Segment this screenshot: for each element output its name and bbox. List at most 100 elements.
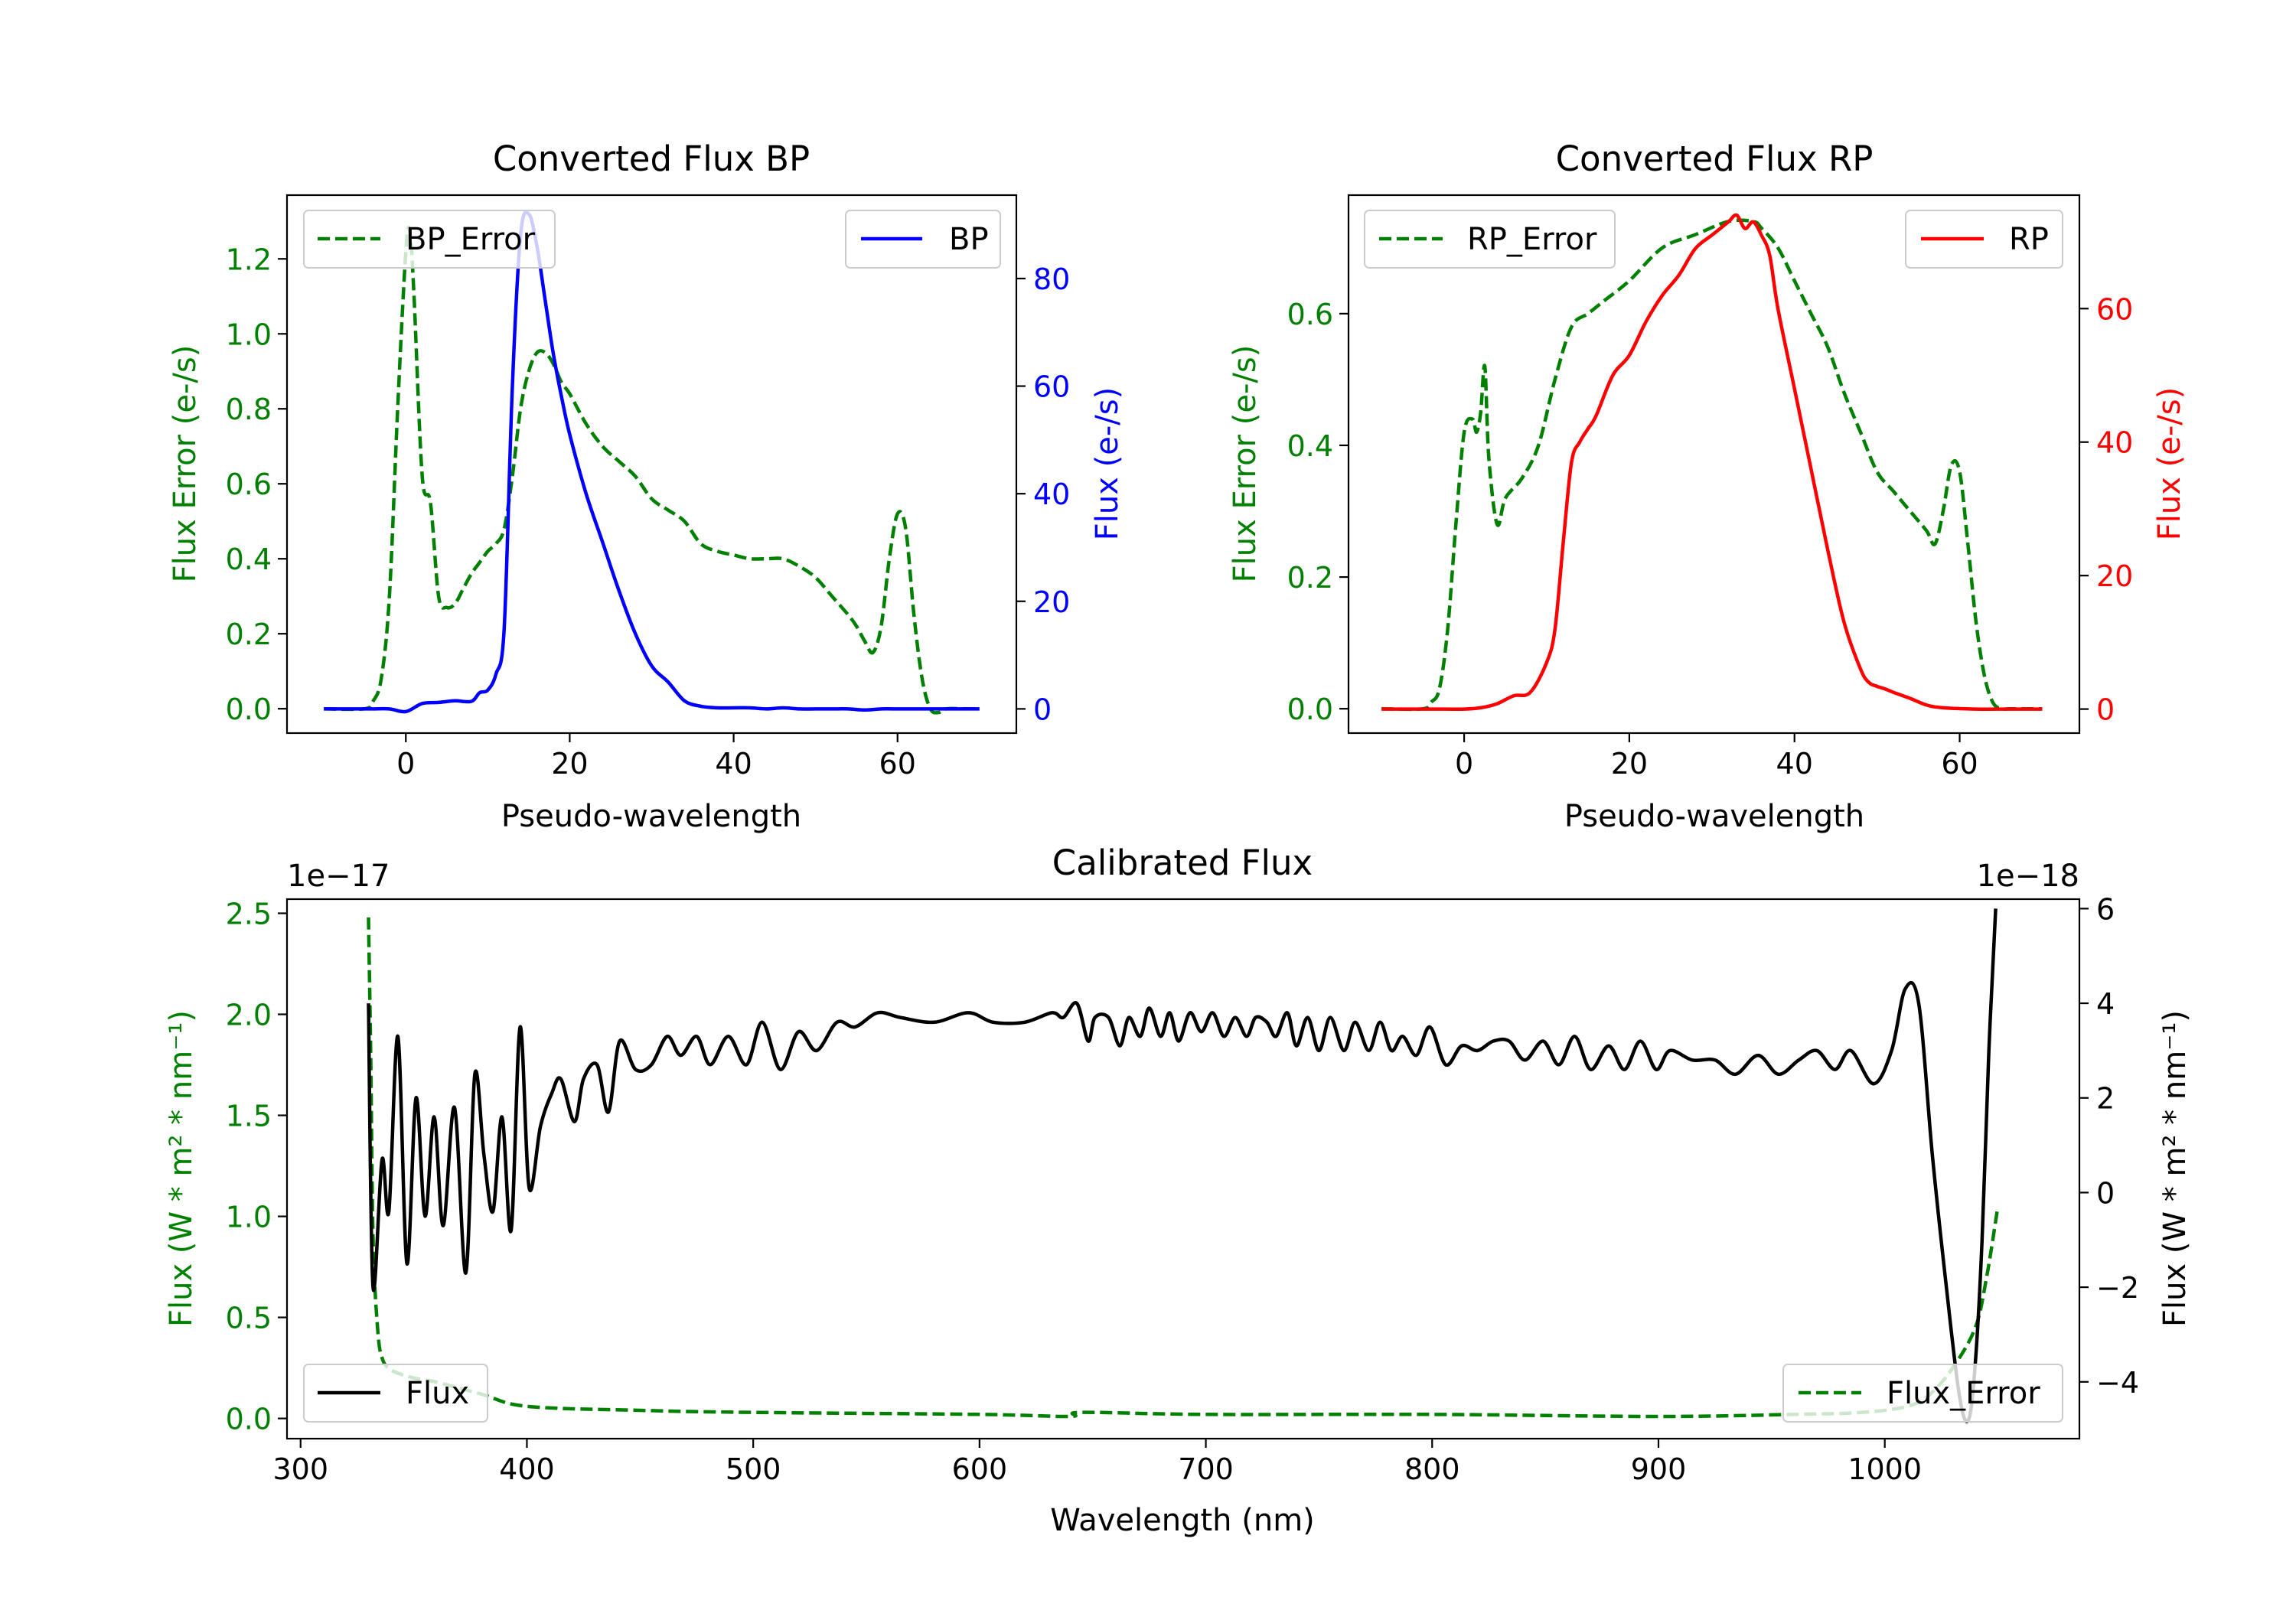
bp-rtick-label: 20 [1033, 585, 1070, 619]
rp-xtick-label: 60 [1941, 747, 1978, 781]
bp-xtick-label: 60 [879, 747, 916, 781]
bp-right-ticks: 0 20 40 60 80 [1016, 262, 1070, 726]
bp-left-ticks: 0.0 0.2 0.4 0.6 0.8 1.0 1.2 [226, 243, 287, 726]
cal-ltick-label: 0.0 [226, 1403, 272, 1436]
rp-ltick-label: 0.2 [1287, 561, 1333, 595]
cal-ltick-label: 1.5 [226, 1100, 272, 1133]
cal-xlabel: Wavelength (nm) [1050, 1503, 1315, 1538]
rp-left-ticks: 0.0 0.2 0.4 0.6 [1287, 298, 1349, 726]
cal-series [367, 908, 2000, 1423]
bp-rtick-label: 40 [1033, 478, 1070, 511]
rp-ltick-label: 0.6 [1287, 298, 1333, 331]
cal-ylabel-left: Flux (W * m² * nm⁻¹) [164, 1010, 199, 1327]
cal-axes-frame [285, 898, 2081, 1440]
bp-x-ticks: 0 20 40 60 [396, 733, 916, 781]
rp-rtick-label: 40 [2096, 426, 2133, 460]
cal-rtick-label: 4 [2096, 987, 2115, 1021]
cal-rtick-label: 2 [2096, 1082, 2115, 1116]
rp-rtick-label: 0 [2096, 693, 2115, 727]
rp-xlabel: Pseudo-wavelength [1564, 799, 1864, 834]
rp-legend-error-box [1364, 210, 1616, 269]
bp-rtick-label: 80 [1033, 262, 1070, 296]
bp-rtick-label: 0 [1033, 693, 1052, 726]
cal-xtick-label: 900 [1631, 1452, 1687, 1486]
cal-xtick-label: 300 [272, 1452, 328, 1486]
cal-legend-error-label: Flux_Error [1887, 1376, 2040, 1411]
rp-rtick-label: 20 [2096, 559, 2133, 593]
bp-ylabel-right: Flux (e-/s) [1090, 387, 1125, 540]
bp-error-line [324, 226, 980, 715]
cal-offset-left: 1e−17 [287, 859, 390, 894]
bp-ltick-label: 1.0 [226, 318, 272, 351]
rp-legend-error: RP_Error [1364, 210, 1616, 269]
rp-panel: Converted Flux RP 0 20 40 60 0.0 0.2 0.4 0.6 0… [1228, 139, 2187, 834]
bp-legend-error: BP_Error [303, 210, 556, 269]
bp-ltick-label: 0.6 [226, 468, 272, 501]
bp-xlabel: Pseudo-wavelength [501, 799, 801, 834]
cal-ltick-label: 2.5 [226, 897, 272, 931]
bp-ltick-label: 0.4 [226, 543, 272, 576]
bp-ltick-label: 0.0 [226, 693, 272, 726]
bp-xtick-label: 20 [551, 747, 588, 781]
cal-xtick-label: 400 [499, 1452, 555, 1486]
cal-xtick-label: 500 [726, 1452, 781, 1486]
rp-legend-flux-label: RP [2009, 222, 2049, 257]
cal-xtick-label: 600 [952, 1452, 1008, 1486]
cal-offset-right: 1e−18 [1977, 859, 2079, 894]
cal-error-line [367, 917, 2000, 1419]
cal-flux-line [367, 908, 1998, 1423]
rp-legend-error-label: RP_Error [1467, 222, 1597, 257]
rp-ltick-label: 0.4 [1287, 429, 1333, 463]
rp-right-ticks: 0 20 40 60 [2079, 292, 2133, 727]
cal-legend-error: Flux_Error [1782, 1364, 2063, 1423]
rp-x-ticks: 0 20 40 60 [1455, 733, 1978, 781]
bp-xtick-label: 0 [396, 747, 415, 781]
rp-series [1381, 213, 2043, 712]
bp-legend-error-label: BP_Error [406, 222, 536, 257]
rp-xtick-label: 0 [1455, 747, 1473, 781]
cal-left-ticks: 0.0 0.5 1.0 1.5 2.0 2.5 [226, 897, 287, 1436]
bp-legend-flux-box [845, 210, 1001, 269]
bp-flux-line [324, 210, 980, 714]
cal-xtick-label: 700 [1178, 1452, 1234, 1486]
cal-xtick-label: 1000 [1848, 1452, 1922, 1486]
bp-legend-flux-label: BP [949, 222, 989, 257]
cal-rtick-label: 6 [2096, 892, 2115, 926]
rp-legend-flux-box [1905, 210, 2063, 269]
rp-error-line [1381, 218, 2043, 712]
bp-ltick-label: 1.2 [226, 243, 272, 276]
rp-legend-flux: RP [1905, 210, 2063, 269]
bp-rtick-label: 60 [1033, 370, 1070, 404]
cal-rtick-label: 0 [2096, 1176, 2115, 1210]
rp-ltick-label: 0.0 [1287, 693, 1333, 726]
rp-ylabel-left: Flux Error (e-/s) [1228, 345, 1263, 583]
bp-series [324, 210, 980, 715]
cal-xtick-label: 800 [1404, 1452, 1460, 1486]
bp-title: Converted Flux BP [493, 139, 810, 179]
bp-axes-frame [285, 194, 1018, 735]
rp-flux-line [1381, 213, 2043, 711]
bp-ltick-label: 0.8 [226, 393, 272, 426]
rp-ylabel-right: Flux (e-/s) [2152, 387, 2187, 540]
cal-legend-flux: Flux [303, 1364, 488, 1423]
cal-title: Calibrated Flux [1052, 843, 1313, 883]
bp-xtick-label: 40 [715, 747, 752, 781]
cal-legend-flux-box [303, 1364, 488, 1423]
bp-legend-error-box [303, 210, 556, 269]
bp-legend-flux: BP [845, 210, 1001, 269]
cal-ltick-label: 2.0 [226, 999, 272, 1032]
bp-ltick-label: 0.2 [226, 618, 272, 651]
rp-xtick-label: 40 [1776, 747, 1813, 781]
cal-x-ticks: 300 400 500 600 700 800 900 1000 [272, 1439, 1922, 1486]
cal-legend-flux-label: Flux [406, 1376, 469, 1411]
bp-ylabel-left: Flux Error (e-/s) [168, 345, 203, 583]
rp-xtick-label: 20 [1611, 747, 1648, 781]
rp-rtick-label: 60 [2096, 292, 2133, 326]
cal-rtick-label: −4 [2096, 1366, 2139, 1400]
cal-ltick-label: 0.5 [226, 1302, 272, 1335]
cal-ltick-label: 1.0 [226, 1201, 272, 1234]
cal-ylabel-right: Flux (W * m² * nm⁻¹) [2157, 1010, 2193, 1327]
cal-rtick-label: −2 [2096, 1271, 2139, 1305]
cal-legend-error-box [1782, 1364, 2063, 1423]
